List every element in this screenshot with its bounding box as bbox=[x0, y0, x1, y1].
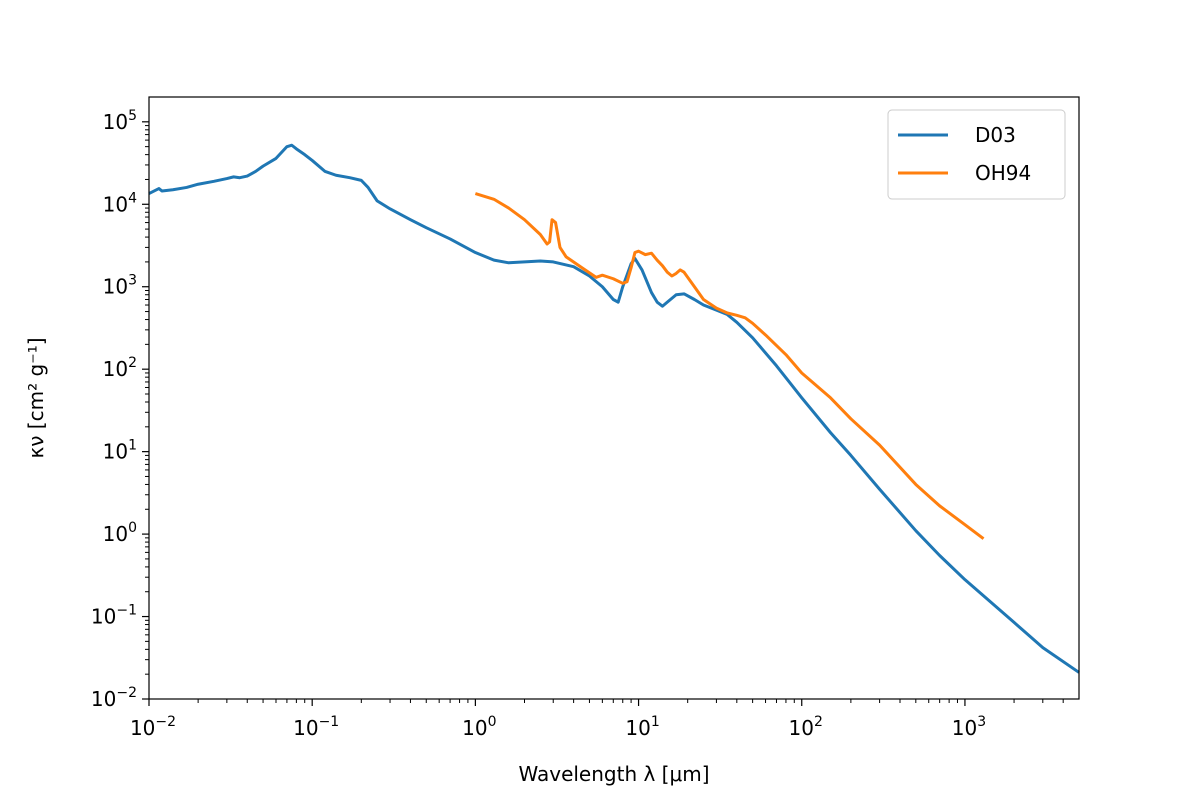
y-tick-label: 105 bbox=[103, 108, 137, 134]
y-tick-label: 10−2 bbox=[91, 685, 137, 711]
x-tick-label: 100 bbox=[462, 714, 496, 740]
y-tick-label: 104 bbox=[103, 190, 137, 216]
y-tick-label: 103 bbox=[103, 273, 137, 299]
x-tick-label: 103 bbox=[952, 714, 986, 740]
y-tick-label: 10−1 bbox=[91, 603, 137, 629]
legend-label-d03: D03 bbox=[975, 123, 1016, 147]
series-line-oh94 bbox=[474, 192, 985, 540]
series-line-d03 bbox=[148, 143, 1080, 674]
x-tick-label: 10−2 bbox=[130, 714, 176, 740]
x-tick-label: 10−1 bbox=[293, 714, 339, 740]
legend-box bbox=[887, 109, 1066, 200]
y-axis-label: κν [cm² g⁻¹] bbox=[24, 337, 48, 458]
legend-label-oh94: OH94 bbox=[975, 161, 1031, 185]
series-layer bbox=[148, 143, 1080, 674]
x-tick-label: 102 bbox=[789, 714, 823, 740]
y-tick-label: 100 bbox=[103, 520, 137, 546]
y-tick-label: 101 bbox=[103, 438, 137, 464]
y-tick-label: 102 bbox=[103, 355, 137, 381]
tick-layer: 10−2 10−1 100 101 102 103 10−2 10−1 100 101 102 103… bbox=[91, 108, 1064, 740]
plot-frame bbox=[148, 96, 1080, 700]
x-tick-label: 101 bbox=[625, 714, 659, 740]
x-axis-label: Wavelength λ [μm] bbox=[518, 762, 709, 786]
legend: D03 OH94 bbox=[887, 109, 1066, 200]
